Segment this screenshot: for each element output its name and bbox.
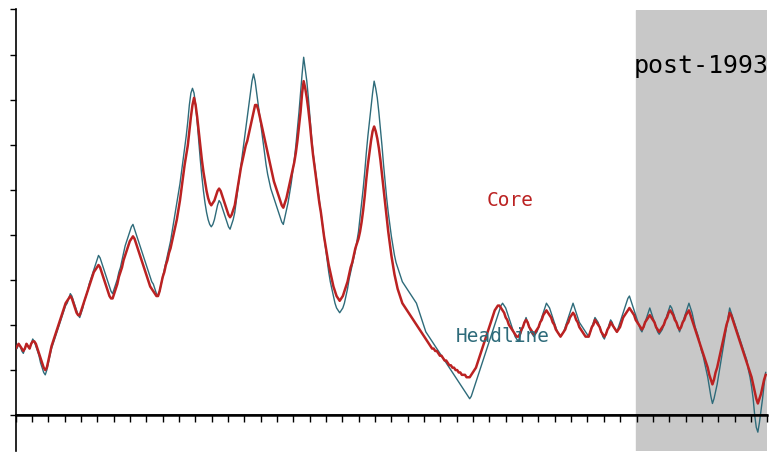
Text: Core: Core [487, 191, 534, 210]
Text: post-1993: post-1993 [634, 54, 769, 78]
Text: Headline: Headline [456, 327, 549, 346]
Bar [636, 10, 767, 451]
